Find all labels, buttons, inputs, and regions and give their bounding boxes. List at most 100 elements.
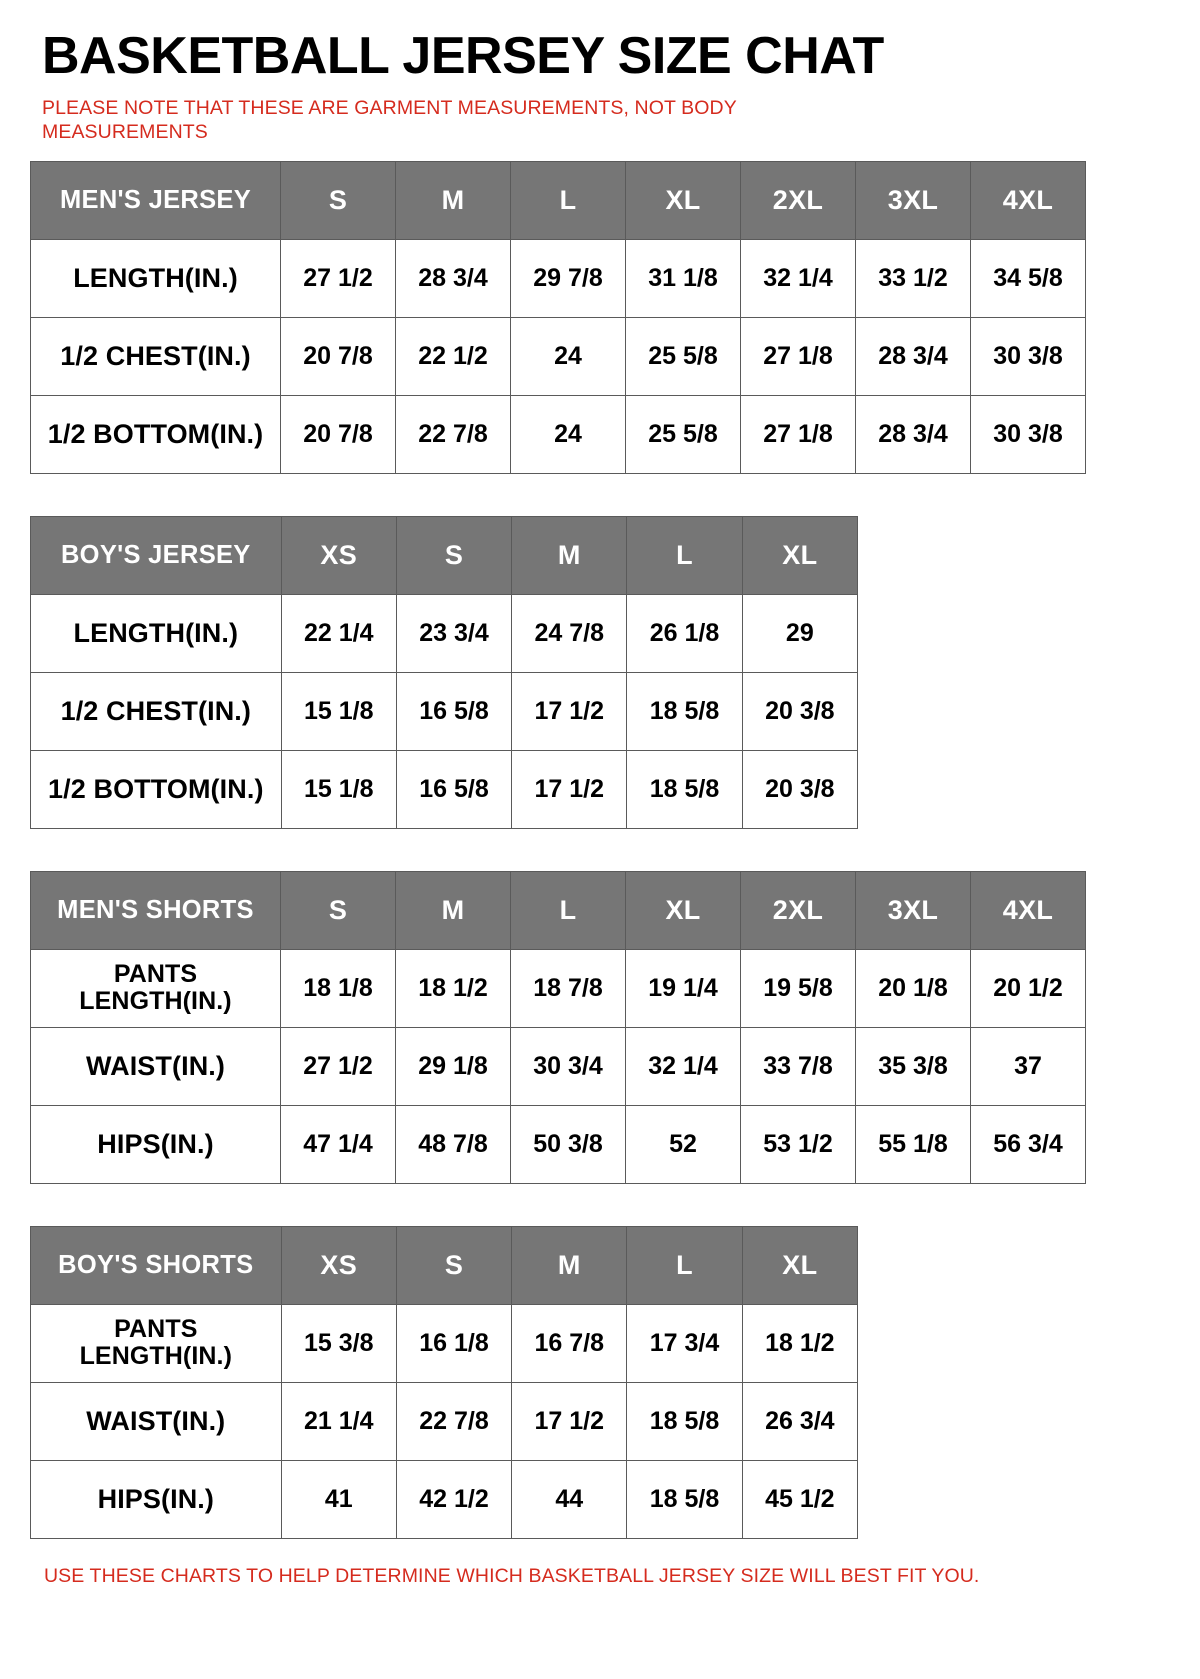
cell-value: 16 1/8 [395,1303,513,1383]
table-row: 1/2 BOTTOM(IN.) 15 1/8 16 5/8 17 1/2 18 … [30,749,859,829]
cell-value: 16 5/8 [395,749,513,829]
garment-measurement-note: PLEASE NOTE THAT THESE ARE GARMENT MEASU… [42,97,737,144]
boys-jersey-corner-label: BOY'S JERSEY [30,515,282,595]
column-header-2xl: 2XL [740,160,856,240]
cell-value: 31 1/8 [625,238,741,318]
mens-jersey-corner-label: MEN'S JERSEY [30,160,281,240]
cell-value: 25 5/8 [625,316,741,396]
column-header-l: L [510,160,626,240]
table-row: LENGTH(IN.) 22 1/4 23 3/4 24 7/8 26 1/8 … [30,593,859,673]
cell-value: 45 1/2 [741,1459,859,1539]
table-header-row: BOY'S SHORTS XS S M L XL [30,1225,859,1305]
row-label-waist: WAIST(IN.) [30,1026,281,1106]
cell-value: 34 5/8 [970,238,1086,318]
row-label-hips: HIPS(IN.) [30,1104,281,1184]
row-label-half-chest: 1/2 CHEST(IN.) [30,671,282,751]
cell-value: 28 3/4 [395,238,511,318]
cell-value: 22 1/4 [280,593,397,673]
column-header-xl: XL [741,1225,859,1305]
mens-shorts-table: MEN'S SHORTS S M L XL 2XL 3XL 4XL PANTS … [30,870,1086,1184]
row-label-half-bottom: 1/2 BOTTOM(IN.) [30,749,282,829]
row-label-length: LENGTH(IN.) [30,238,281,318]
cell-value: 19 1/4 [625,948,741,1028]
cell-value: 16 7/8 [511,1303,628,1383]
column-header-l: L [510,870,626,950]
cell-value: 18 1/2 [741,1303,859,1383]
column-header-l: L [626,515,743,595]
row-label-line1: PANTS [114,1315,198,1344]
table-row: 1/2 BOTTOM(IN.) 20 7/8 22 7/8 24 25 5/8 … [30,394,1086,474]
cell-value: 29 7/8 [510,238,626,318]
mens-jersey-table: MEN'S JERSEY S M L XL 2XL 3XL 4XL LENGTH… [30,160,1086,474]
boys-jersey-table: BOY'S JERSEY XS S M L XL LENGTH(IN.) 22 … [30,515,859,829]
table-row: 1/2 CHEST(IN.) 15 1/8 16 5/8 17 1/2 18 5… [30,671,859,751]
cell-value: 32 1/4 [625,1026,741,1106]
cell-value: 17 1/2 [511,1381,628,1461]
column-header-m: M [511,1225,628,1305]
cell-value: 19 5/8 [740,948,856,1028]
column-header-xl: XL [741,515,859,595]
cell-value: 22 7/8 [395,1381,513,1461]
table-row: PANTS LENGTH(IN.) 18 1/8 18 1/2 18 7/8 1… [30,948,1086,1028]
cell-value: 29 [741,593,859,673]
row-label-line2: LENGTH(IN.) [79,987,232,1016]
column-header-3xl: 3XL [855,160,971,240]
cell-value: 33 1/2 [855,238,971,318]
cell-value: 29 1/8 [395,1026,511,1106]
table-row: WAIST(IN.) 27 1/2 29 1/8 30 3/4 32 1/4 3… [30,1026,1086,1106]
column-header-l: L [626,1225,743,1305]
cell-value: 30 3/8 [970,394,1086,474]
cell-value: 41 [280,1459,397,1539]
cell-value: 42 1/2 [395,1459,513,1539]
cell-value: 18 5/8 [626,749,743,829]
cell-value: 24 7/8 [511,593,628,673]
cell-value: 55 1/8 [855,1104,971,1184]
boys-shorts-corner-label: BOY'S SHORTS [30,1225,282,1305]
cell-value: 15 3/8 [280,1303,397,1383]
mens-shorts-table-wrap: MEN'S SHORTS S M L XL 2XL 3XL 4XL PANTS … [30,870,1170,1184]
column-header-m: M [511,515,628,595]
cell-value: 26 1/8 [626,593,743,673]
cell-value: 25 5/8 [625,394,741,474]
cell-value: 18 7/8 [510,948,626,1028]
cell-value: 47 1/4 [280,1104,396,1184]
row-label-half-bottom: 1/2 BOTTOM(IN.) [30,394,281,474]
cell-value: 30 3/4 [510,1026,626,1106]
row-label-waist: WAIST(IN.) [30,1381,282,1461]
cell-value: 16 5/8 [395,671,513,751]
column-header-2xl: 2XL [740,870,856,950]
cell-value: 18 5/8 [626,1381,743,1461]
cell-value: 28 3/4 [855,394,971,474]
row-label-pants-length: PANTS LENGTH(IN.) [30,1303,282,1383]
cell-value: 22 1/2 [395,316,511,396]
cell-value: 27 1/2 [280,1026,396,1106]
cell-value: 35 3/8 [855,1026,971,1106]
boys-jersey-table-wrap: BOY'S JERSEY XS S M L XL LENGTH(IN.) 22 … [30,515,1170,829]
row-label-half-chest: 1/2 CHEST(IN.) [30,316,281,396]
table-row: PANTS LENGTH(IN.) 15 3/8 16 1/8 16 7/8 1… [30,1303,859,1383]
cell-value: 30 3/8 [970,316,1086,396]
row-label-pants-length: PANTS LENGTH(IN.) [30,948,281,1028]
cell-value: 17 3/4 [626,1303,743,1383]
cell-value: 23 3/4 [395,593,513,673]
table-row: HIPS(IN.) 41 42 1/2 44 18 5/8 45 1/2 [30,1459,859,1539]
column-header-s: S [395,1225,513,1305]
cell-value: 24 [510,394,626,474]
cell-value: 27 1/8 [740,394,856,474]
column-header-xl: XL [625,160,741,240]
cell-value: 27 1/8 [740,316,856,396]
cell-value: 17 1/2 [511,749,628,829]
footer-note: USE THESE CHARTS TO HELP DETERMINE WHICH… [44,1564,980,1587]
cell-value: 37 [970,1026,1086,1106]
cell-value: 26 3/4 [741,1381,859,1461]
column-header-xl: XL [625,870,741,950]
cell-value: 56 3/4 [970,1104,1086,1184]
column-header-s: S [395,515,513,595]
cell-value: 17 1/2 [511,671,628,751]
table-header-row: BOY'S JERSEY XS S M L XL [30,515,859,595]
column-header-3xl: 3XL [855,870,971,950]
row-label-line2: LENGTH(IN.) [79,1342,233,1371]
table-header-row: MEN'S SHORTS S M L XL 2XL 3XL 4XL [30,870,1086,950]
table-header-row: MEN'S JERSEY S M L XL 2XL 3XL 4XL [30,160,1086,240]
